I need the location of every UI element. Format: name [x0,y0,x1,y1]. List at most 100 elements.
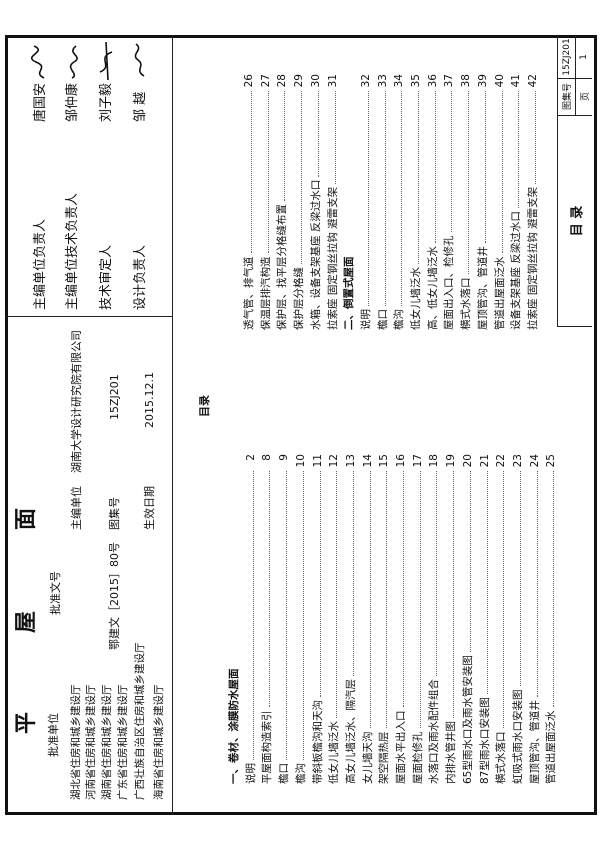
signature-role: 设计负责人 [133,244,148,310]
toc-entry[interactable]: 说明 32 [360,74,372,330]
toc-entry-title: 透气管、排气道 [243,256,255,331]
toc-entry-title: 高女儿墙泛水、隔汽层 [344,679,357,784]
toc-entry[interactable]: 设备支架基座 反梁过水口 41 [510,74,522,330]
toc-entry-title: 管道出屋面泛水 [545,710,558,785]
toc-entry[interactable]: 内排水管井图 19 [445,454,457,784]
toc-entry-title: 水箱、设备支架基座 反梁过水口 [309,179,322,330]
page-label-cell: 页 [576,78,592,116]
toc-entry[interactable]: 水箱、设备支架基座 反梁过水口 30 [310,74,322,330]
toc-entry[interactable]: 保护层、找平层分格缝布置 28 [276,74,288,330]
approval-unit: 河南省住房和城乡建设厅 [85,684,97,801]
toc-entry-title: 说明 [359,309,372,330]
signature-role: 技术审定人 [99,244,114,310]
toc-entry[interactable]: 女儿墙天沟 14 [362,454,374,784]
toc-entry-title: 横式水落口 [495,731,508,785]
toc-entry[interactable]: 低女儿墙泛水 35 [410,74,422,330]
toc-entry[interactable]: 保护层分格缝 29 [293,74,305,330]
toc-entry[interactable]: 一、卷材、涂膜防水屋面 [228,454,240,785]
toc-entry-title: 檐沟 [393,309,406,330]
toc-page-number: 32 [359,74,372,88]
toc-entry[interactable]: 平屋面构造索引 8 [261,454,273,784]
approval-unit: 湖北省住房和城乡建设厅 [70,684,82,801]
toc-entry[interactable]: 拉索座 固定钢丝拉钩 避雷支架 42 [527,74,539,330]
toc-entry-title: 高、低女儿墙泛水 [426,246,439,330]
leader-dots [286,471,288,760]
toc-page-number: 15 [378,454,391,468]
toc-page-number: 33 [376,74,389,88]
toc-entry[interactable]: 檐口 33 [377,74,389,330]
signature-role: 主编单位技术负责人 [65,192,80,310]
toc-entry[interactable]: 屋顶管沟、管道井 24 [529,454,541,784]
toc-entry[interactable]: 檐口 9 [278,454,290,784]
toc-entry[interactable]: 架空隔热层 15 [378,454,390,784]
toc-entry[interactable]: 高、低女儿墙泛水 36 [427,74,439,330]
toc-entry[interactable]: 屋面检修孔 17 [412,454,424,784]
handwritten-signature [96,40,122,82]
signature-box-divider [5,316,173,317]
toc-page-number: 38 [460,74,473,88]
toc-entry[interactable]: 65型雨水口及雨水管安装图 20 [462,454,474,784]
toc-entry[interactable]: 拉索座 固定钢丝拉钩 避雷支架 31 [327,74,339,330]
toc-entry-title: 檐沟 [294,763,307,784]
toc-entry[interactable]: 檐沟 10 [295,454,307,784]
sheet-title: 目 录 [569,205,585,237]
toc-entry[interactable]: 二、倒置式屋面 [343,74,356,331]
toc-entry[interactable]: 横式水落口 38 [460,74,472,330]
leader-dots [536,471,538,697]
toc-entry[interactable]: 带斜板檐沟和天沟 11 [312,454,324,784]
toc-entry[interactable]: 保温层排汽构造 27 [260,74,272,330]
toc-entry-title: 说明 [244,763,257,784]
leader-dots [486,471,488,695]
toc-entry-title: 低女儿墙泛水 [410,267,422,330]
toc-entry[interactable]: 檐沟 34 [393,74,405,330]
toc-entry-title: 水落口及雨水配件组合 [428,679,441,784]
toc-entry[interactable]: 管道出屋面泛水 25 [545,454,557,784]
atlas-label: 图集号 [108,497,121,530]
toc-entry[interactable]: 横式水落口 22 [495,454,507,784]
toc-entry[interactable]: 透气管、排气道 26 [243,74,255,330]
editor-label: 主编单位 [70,486,83,530]
handwritten-signature [130,40,156,82]
toc-page-number: 39 [476,74,489,88]
leader-dots [419,471,421,729]
toc-entry[interactable]: 屋顶管沟、管道井 39 [477,74,489,330]
leader-dots [317,91,319,177]
toc-entry-title: 二、倒置式屋面 [343,256,356,331]
toc-entry[interactable]: 低女儿墙泛水 12 [328,454,340,784]
toc-entry[interactable]: 高女儿墙泛水、隔汽层 13 [345,454,357,784]
toc-entry[interactable]: 说明 2 [245,454,257,784]
toc-entry-title: 保护层分格缝 [293,267,306,330]
leader-dots [403,471,404,708]
leader-dots [534,91,536,184]
toc-entry[interactable]: 虹吸式雨水口安装图 23 [512,454,524,784]
toc-page-number: 27 [259,74,272,88]
toc-page-number: 30 [309,74,322,88]
atlas-no: 15ZJ201 [108,374,121,420]
toc-entry-title: 架空隔热层 [378,731,391,785]
toc-heading: 目录 [198,395,211,417]
toc-page-number: 24 [528,454,541,468]
atlas-no-cell: 15ZJ201 [558,36,576,79]
leader-dots [418,91,419,264]
toc-entry[interactable]: 管道出屋面泛水 40 [494,74,506,330]
toc-entry[interactable]: 水落口及雨水配件组合 18 [428,454,440,784]
toc-page-number: 31 [326,74,339,88]
toc-page-number: 28 [276,74,289,88]
toc-entry-title: 设备支架基座 反梁过水口 [510,211,523,330]
toc-entry-title: 屋面检修孔 [411,731,424,785]
toc-entry[interactable]: 87型雨水口安装图 21 [479,454,491,784]
page-no-cell: 1 [576,36,592,79]
toc-entry[interactable]: 屋面出入口、检修孔 37 [443,74,455,330]
handwritten-signature [62,40,88,82]
toc-entry-title: 虹吸式雨水口安装图 [511,689,524,785]
leader-dots [367,91,369,306]
toc-entry-title: 檐口 [278,763,291,784]
toc-page-number: 21 [478,454,491,468]
approval-unit: 海南省住房和城乡建设厅 [153,684,165,801]
leader-dots [384,91,386,306]
toc-entry[interactable]: 屋面水平出入口 16 [395,454,407,784]
toc-page-number: 13 [344,454,357,468]
leader-dots [284,91,286,201]
title-char: 面 [14,507,39,530]
toc-page-number: 12 [328,454,341,468]
